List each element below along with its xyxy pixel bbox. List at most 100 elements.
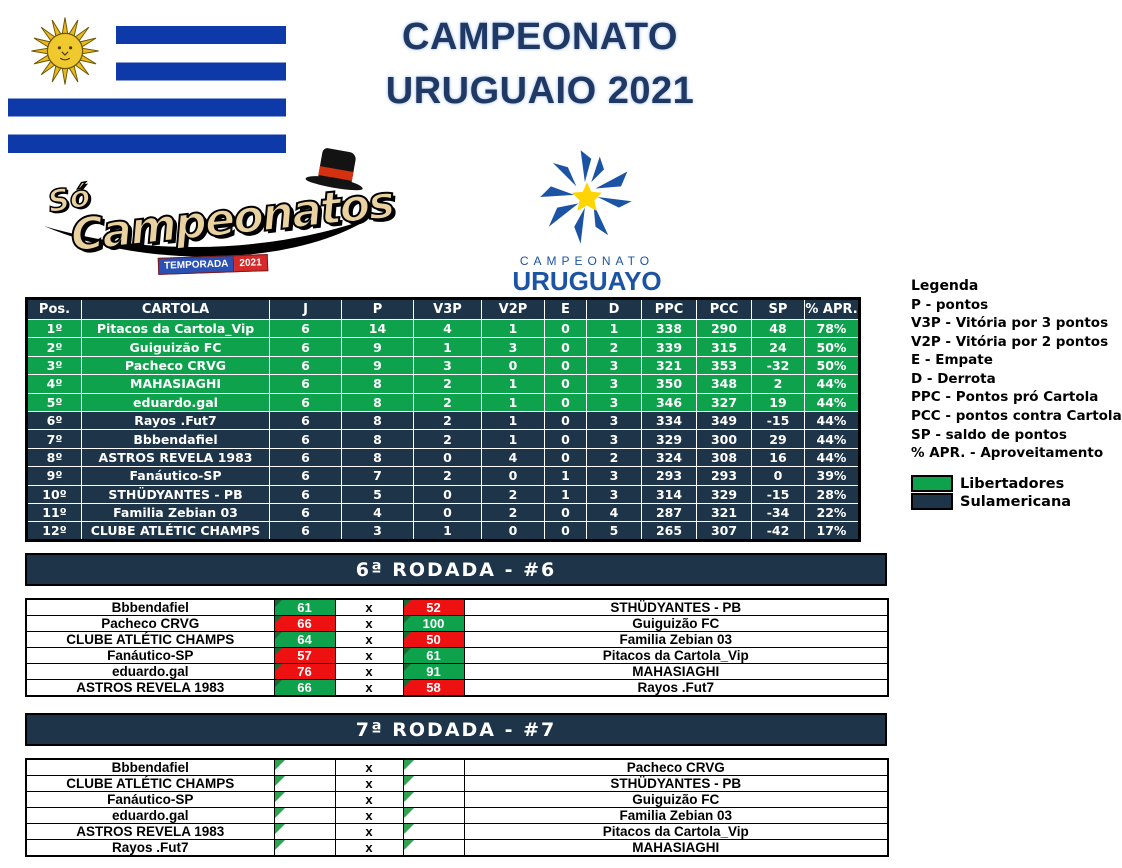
away-score-cell[interactable] [402, 823, 465, 840]
away-score-cell[interactable] [402, 791, 465, 808]
away-team-cell: STHÜDYANTES - PB [463, 598, 889, 616]
cell-v2p: 2 [481, 484, 545, 504]
cell-apr: 44% [804, 392, 860, 412]
separator-cell: x [334, 615, 404, 632]
cell-pcc: 327 [696, 392, 752, 412]
round-table-body-1: Bbbendafiel x Pacheco CRVG CLUBE ATLÉTIC CH… [25, 758, 889, 857]
away-score-cell[interactable]: 91 [402, 663, 465, 680]
cell-p: 8 [341, 410, 414, 431]
cell-e: 1 [544, 484, 587, 504]
legend: Legenda P - pontos V3P - Vitória por 3 po… [911, 277, 1122, 511]
cell-ppc: 329 [641, 429, 697, 449]
cell-pos: 12º [26, 521, 82, 541]
temporada-year: 2021 [234, 254, 268, 273]
cell-pos: 3º [26, 355, 82, 376]
match-row: eduardo.gal x Familia Zebian 03 [25, 807, 889, 824]
cell-d: 4 [586, 502, 642, 523]
standings-header-cell: D [586, 298, 642, 320]
home-score-cell[interactable]: 66 [273, 679, 336, 697]
away-score-cell[interactable] [402, 758, 465, 776]
away-score-cell[interactable] [402, 839, 465, 857]
star-burst-icon [540, 150, 632, 244]
away-score-cell[interactable]: 100 [402, 615, 465, 632]
cell-j: 6 [269, 447, 342, 468]
cell-v2p: 3 [481, 337, 545, 357]
cell-p: 9 [341, 337, 414, 357]
page-title: CAMPEONATO URUGUAIO 2021 [330, 10, 750, 118]
home-score-cell[interactable]: 76 [273, 663, 336, 680]
away-score-cell[interactable] [402, 807, 465, 824]
separator-cell: x [334, 839, 404, 857]
home-score-cell[interactable]: 57 [273, 647, 336, 664]
cell-p: 14 [341, 318, 414, 339]
cell-cartola: Pitacos da Cartola_Vip [81, 318, 270, 339]
cell-pcc: 349 [696, 410, 752, 431]
round-6-table: Bbbendafiel 61 x 52 STHÜDYANTES - PB Pacheco … [25, 598, 889, 697]
standings-row: 6º Rayos .Fut7 6 8 2 1 0 3 334 349 -15 44% [26, 410, 860, 431]
cell-d: 3 [586, 410, 642, 431]
cell-apr: 44% [804, 429, 860, 449]
cell-sp: 29 [751, 429, 805, 449]
logo-campeonato-text: CAMPEONATO [519, 254, 655, 268]
cell-v2p: 1 [481, 429, 545, 449]
standings-row: 4º MAHASIAGHI 6 8 2 1 0 3 350 348 2 44% [26, 374, 860, 394]
home-score-cell[interactable] [273, 758, 336, 776]
match-row: eduardo.gal 76 x 91 MAHASIAGHI [25, 663, 889, 680]
cell-e: 0 [544, 429, 587, 449]
cell-p: 9 [341, 355, 414, 376]
separator-cell: x [334, 663, 404, 680]
standings-header-row: Pos. CARTOLA J P V3P V2P E D PPC PCC SP% APR. [26, 298, 860, 320]
away-score-cell[interactable]: 61 [402, 647, 465, 664]
cell-sp: 16 [751, 447, 805, 468]
cell-p: 8 [341, 392, 414, 412]
away-score-cell[interactable]: 50 [402, 631, 465, 648]
standings-header-cell: SP [751, 298, 805, 320]
cell-d: 3 [586, 484, 642, 504]
legend-item: % APR. - Aproveitamento [911, 445, 1104, 462]
home-score-cell[interactable]: 66 [273, 615, 336, 632]
cell-p: 8 [341, 447, 414, 468]
home-score-cell[interactable]: 61 [273, 598, 336, 616]
so-campeonatos-logo: Só Campeonatos TEMPORADA 2021 [40, 147, 396, 288]
standings-row: 8º ASTROS REVELA 1983 6 8 0 4 0 2 324 308 16 44% [26, 447, 860, 468]
home-team-cell: CLUBE ATLÉTIC CHAMPS [25, 631, 275, 648]
legend-items: P - pontos V3P - Vitória por 3 pontos V2P … [911, 296, 1122, 463]
away-score-cell[interactable]: 52 [402, 598, 465, 616]
match-row: ASTROS REVELA 1983 66 x 58 Rayos .Fut7 [25, 679, 889, 697]
home-score-cell[interactable] [273, 775, 336, 792]
cell-ppc: 324 [641, 447, 697, 468]
home-score-cell[interactable] [273, 823, 336, 840]
zone-swatch-sulamericana [911, 493, 953, 511]
cell-e: 0 [544, 374, 587, 394]
home-score-cell[interactable]: 64 [273, 631, 336, 648]
away-score-cell[interactable]: 58 [402, 679, 465, 697]
home-team-cell: ASTROS REVELA 1983 [25, 679, 275, 697]
cell-v2p: 1 [481, 410, 545, 431]
cell-j: 6 [269, 392, 342, 412]
home-score-cell[interactable] [273, 791, 336, 808]
standings-row: 10º STHÜDYANTES - PB 6 5 0 2 1 3 314 329 -15 28% [26, 484, 860, 504]
legend-item: P - pontos [911, 296, 989, 313]
cell-d: 2 [586, 337, 642, 357]
home-score-cell[interactable] [273, 807, 336, 824]
home-score-cell[interactable] [273, 839, 336, 857]
cell-sp: -15 [751, 484, 805, 504]
cell-v2p: 0 [481, 355, 545, 376]
cell-v3p: 1 [413, 521, 482, 541]
cell-apr: 50% [804, 355, 860, 376]
separator-cell: x [334, 679, 404, 697]
standings-header-cell: J [269, 298, 342, 320]
zone-label: Sulamericana [960, 493, 1072, 510]
standings-header-cell: PPC [641, 298, 697, 320]
separator-cell: x [334, 807, 404, 824]
match-row: CLUBE ATLÉTIC CHAMPS x STHÜDYANTES - PB [25, 775, 889, 792]
separator-cell: x [334, 647, 404, 664]
away-team-cell: Pitacos da Cartola_Vip [463, 823, 889, 840]
cell-e: 1 [544, 466, 587, 486]
cell-d: 3 [586, 374, 642, 394]
cell-j: 6 [269, 337, 342, 357]
away-team-cell: Guiguizão FC [463, 791, 889, 808]
campeonato-uruguayo-logo: CAMPEONATO URUGUAYO [502, 146, 672, 297]
cell-pos: 1º [26, 318, 82, 339]
away-score-cell[interactable] [402, 775, 465, 792]
